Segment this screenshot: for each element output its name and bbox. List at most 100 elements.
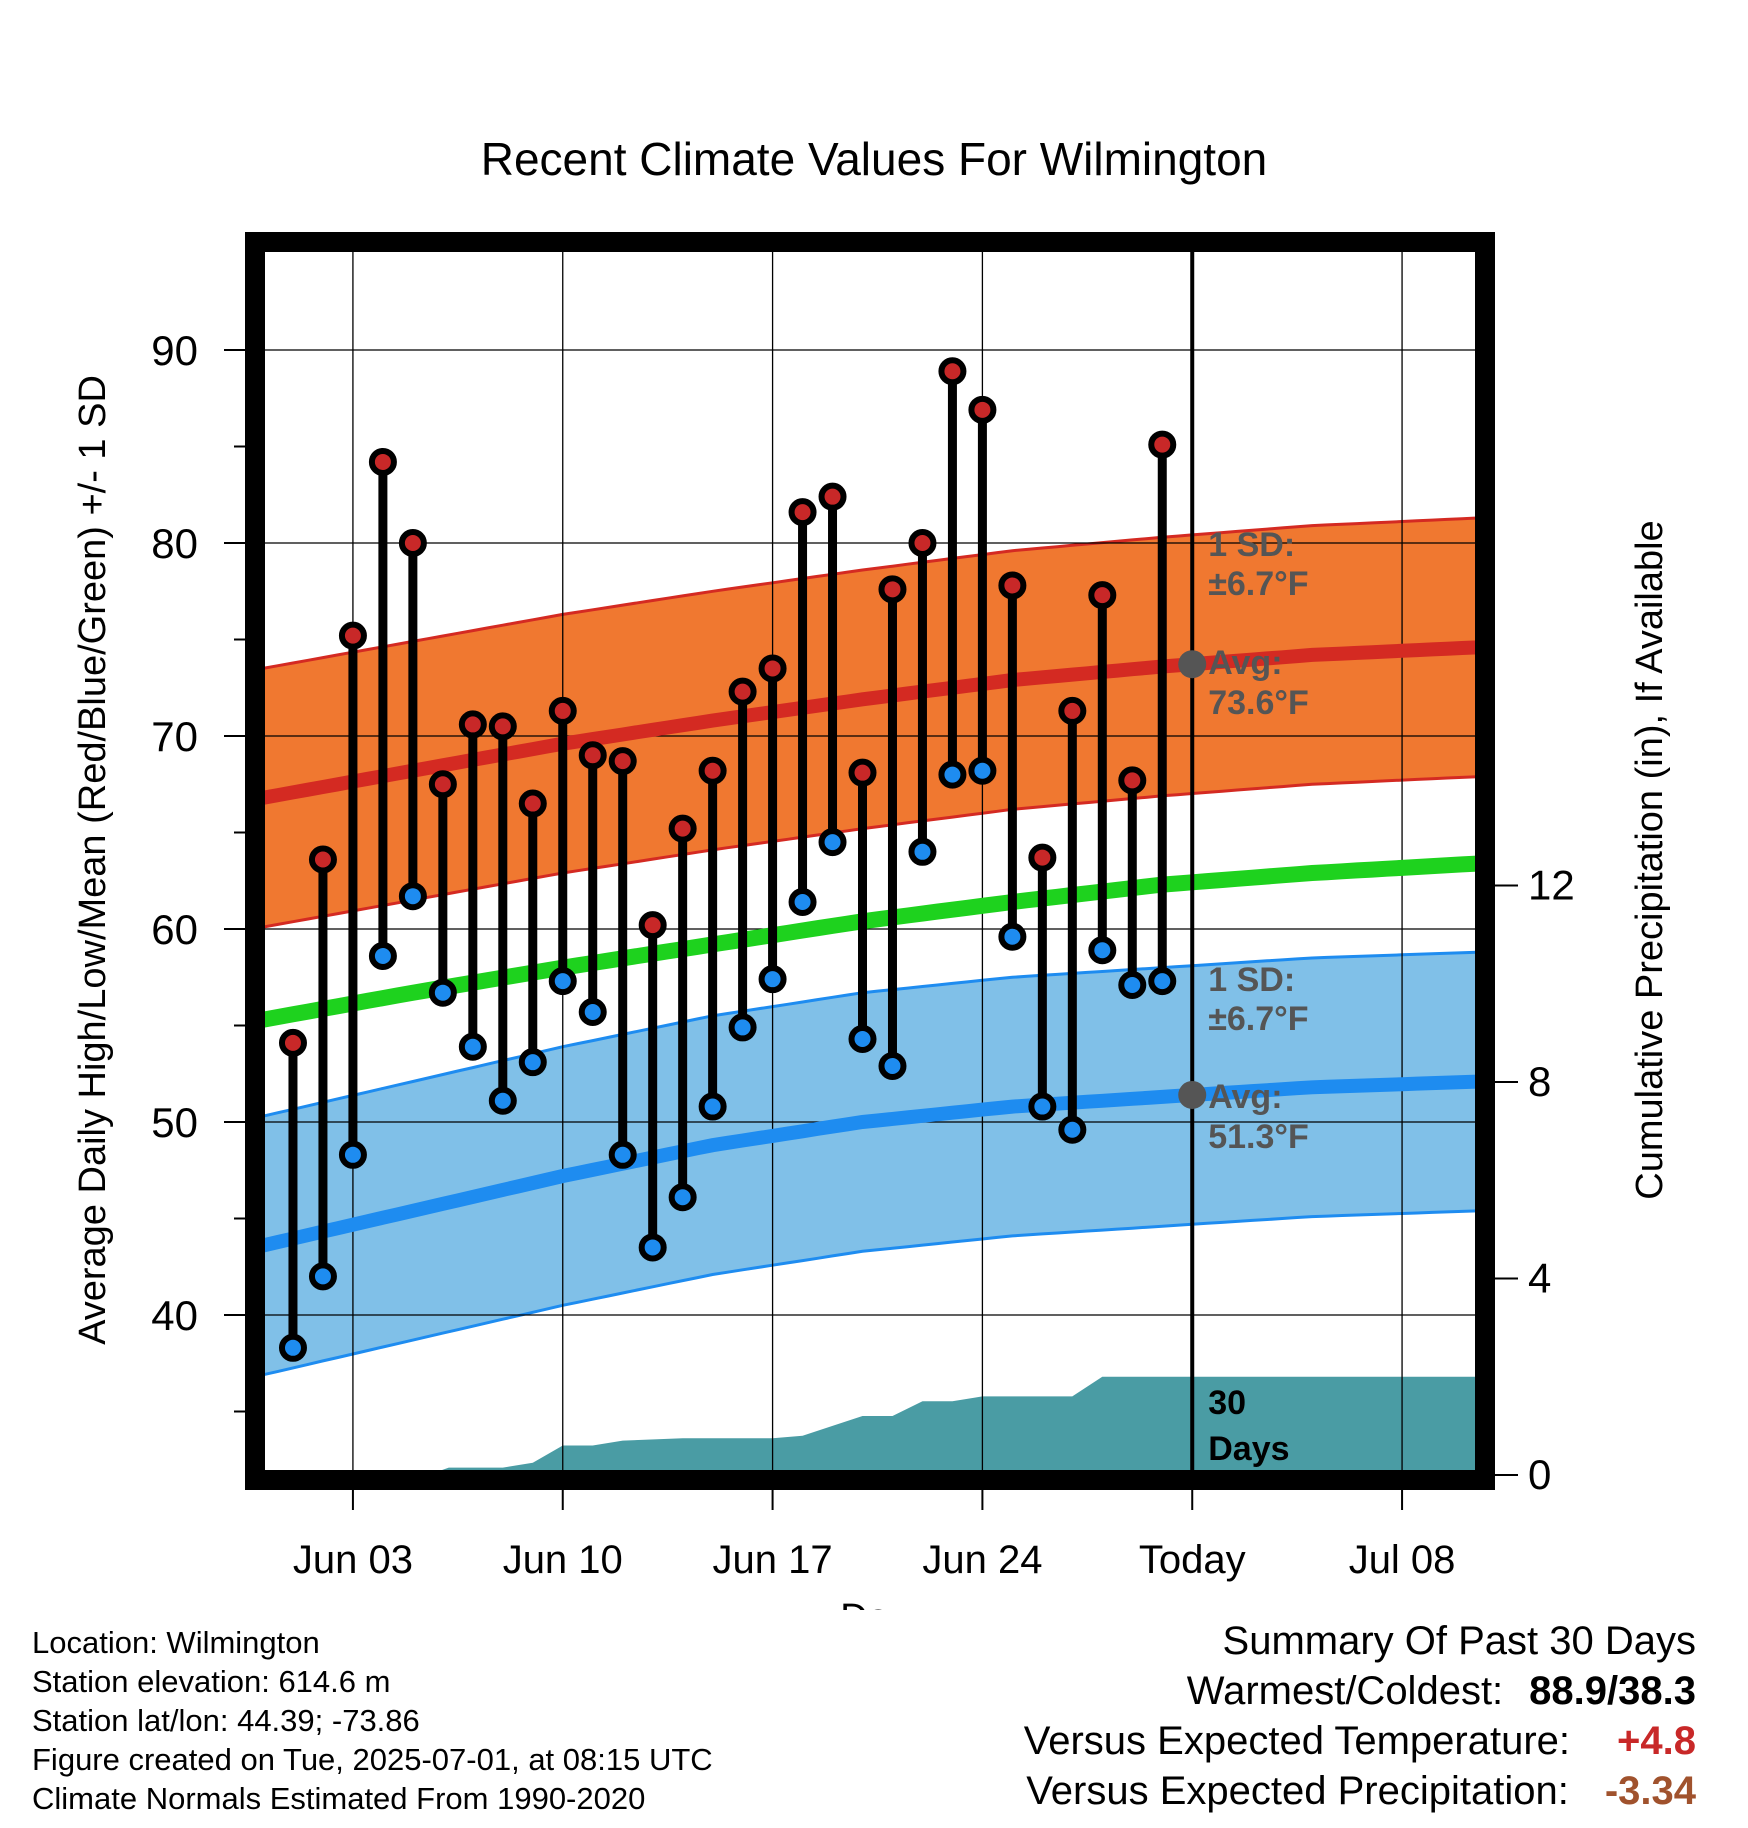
summary-panel: Summary Of Past 30 Days Warmest/Coldest:… xyxy=(1024,1616,1696,1816)
y-tick-label: 40 xyxy=(151,1292,198,1339)
today-high-normal-marker xyxy=(1178,650,1207,679)
y-tick-label: 60 xyxy=(151,906,198,953)
daily-high-point xyxy=(908,529,937,557)
daily-low-point xyxy=(458,1032,487,1061)
daily-low-point xyxy=(338,1140,367,1169)
daily-low-point xyxy=(788,887,817,916)
normal-mean-line xyxy=(261,855,1480,1028)
daily-high-point xyxy=(488,712,517,741)
daily-low-point xyxy=(668,1183,697,1212)
daily-high-point xyxy=(518,789,547,818)
daily-high-point xyxy=(308,845,337,874)
daily-low-point xyxy=(1028,1092,1057,1121)
low-avg-value: 51.3°F xyxy=(1208,1118,1309,1156)
daily-high-point xyxy=(608,747,637,776)
daily-low-point xyxy=(998,922,1027,951)
daily-high-point xyxy=(878,575,907,604)
y-right-tick-label: 4 xyxy=(1528,1255,1551,1302)
station-info: Location: Wilmington Station elevation: … xyxy=(32,1623,713,1818)
low-sd-value: ±6.7°F xyxy=(1208,1000,1308,1038)
daily-high-point xyxy=(998,571,1027,600)
daily-low-point xyxy=(278,1333,307,1362)
elevation-text: Station elevation: 614.6 m xyxy=(32,1664,391,1699)
daily-low-point xyxy=(758,965,787,994)
precip-days-label: 30 xyxy=(1208,1384,1246,1422)
precip-anomaly-value: -3.34 xyxy=(1604,1769,1696,1813)
y-right-tick-label: 12 xyxy=(1528,862,1575,909)
latlon-text: Station lat/lon: 44.39; -73.86 xyxy=(32,1703,420,1738)
x-tick-label: Jun 24 xyxy=(922,1538,1042,1582)
x-tick-label: Jul 08 xyxy=(1349,1538,1456,1582)
daily-low-point xyxy=(1088,936,1117,965)
precip-anomaly-label: Versus Expected Precipitation: xyxy=(1026,1769,1569,1813)
daily-low-point xyxy=(368,942,397,971)
daily-low-point xyxy=(608,1140,637,1169)
daily-high-point xyxy=(1058,696,1087,725)
x-tick-label: Today xyxy=(1139,1538,1246,1582)
daily-low-point xyxy=(638,1233,667,1262)
y-right-tick-label: 0 xyxy=(1528,1451,1551,1498)
y-right-axis-label: Cumulative Precipitation (in), If Availa… xyxy=(1629,520,1671,1199)
temp-anomaly-label: Versus Expected Temperature: xyxy=(1023,1719,1570,1763)
daily-high-point xyxy=(758,654,787,683)
daily-low-point xyxy=(308,1262,337,1291)
daily-high-point xyxy=(398,529,427,557)
daily-low-point xyxy=(1118,970,1147,999)
normal-high-line xyxy=(261,640,1480,805)
daily-low-point xyxy=(578,997,607,1026)
daily-low-point xyxy=(518,1048,547,1077)
y-right-tick-label: 8 xyxy=(1528,1058,1551,1105)
daily-low-point xyxy=(488,1086,517,1115)
climate-chart: Recent Climate Values For Wilmington 1 S… xyxy=(72,133,1671,1610)
precip-area xyxy=(263,1376,1480,1475)
x-tick-label: Jun 03 xyxy=(293,1538,413,1582)
daily-high-point xyxy=(278,1028,307,1057)
daily-high-point xyxy=(428,770,457,799)
daily-high-point xyxy=(698,756,727,785)
high-sd-value: ±6.7°F xyxy=(1208,565,1308,603)
created-text: Figure created on Tue, 2025-07-01, at 08… xyxy=(32,1742,713,1777)
daily-high-point xyxy=(938,357,967,386)
daily-high-point xyxy=(1118,766,1147,795)
warm-cold-value: 88.9/38.3 xyxy=(1529,1669,1696,1713)
daily-high-point xyxy=(728,677,757,706)
y-tick-label: 70 xyxy=(151,713,198,760)
daily-high-point xyxy=(458,710,487,739)
daily-high-point xyxy=(1148,430,1177,459)
summary-temp-row: Versus Expected Temperature: +4.8 xyxy=(1024,1716,1696,1766)
y-axis-label: Average Daily High/Low/Mean (Red/Blue/Gr… xyxy=(72,375,114,1345)
x-axis-label: Day xyxy=(840,1597,908,1610)
summary-warm-cold-row: Warmest/Coldest: 88.9/38.3 xyxy=(1024,1666,1696,1716)
warm-cold-label: Warmest/Coldest: xyxy=(1186,1669,1504,1713)
daily-low-point xyxy=(428,978,457,1007)
summary-precip-row: Versus Expected Precipitation: -3.34 xyxy=(1024,1766,1696,1816)
normals-text: Climate Normals Estimated From 1990-2020 xyxy=(32,1781,646,1816)
daily-high-point xyxy=(1028,843,1057,872)
daily-high-point xyxy=(968,395,997,424)
daily-high-point xyxy=(1088,581,1117,610)
y-tick-label: 50 xyxy=(151,1099,198,1146)
daily-high-point xyxy=(638,911,667,940)
daily-high-point xyxy=(368,447,397,476)
daily-high-point xyxy=(668,814,697,843)
low-avg-label: Avg: xyxy=(1208,1078,1282,1116)
daily-low-point xyxy=(698,1092,727,1121)
chart-title: Recent Climate Values For Wilmington xyxy=(481,133,1268,185)
location-text: Location: Wilmington xyxy=(32,1625,320,1660)
daily-high-point xyxy=(548,696,577,725)
x-tick-label: Jun 10 xyxy=(503,1538,623,1582)
daily-low-point xyxy=(398,882,427,911)
daily-low-point xyxy=(968,756,997,785)
daily-low-point xyxy=(878,1052,907,1081)
temp-anomaly-value: +4.8 xyxy=(1617,1719,1696,1763)
high-sd-label: 1 SD: xyxy=(1208,526,1295,564)
summary-title: Summary Of Past 30 Days xyxy=(1222,1619,1696,1663)
daily-high-point xyxy=(818,482,847,511)
high-avg-value: 73.6°F xyxy=(1208,684,1309,722)
x-tick-label: Jun 17 xyxy=(713,1538,833,1582)
daily-low-point xyxy=(908,837,937,866)
daily-high-point xyxy=(848,758,877,787)
daily-low-point xyxy=(1058,1115,1087,1144)
